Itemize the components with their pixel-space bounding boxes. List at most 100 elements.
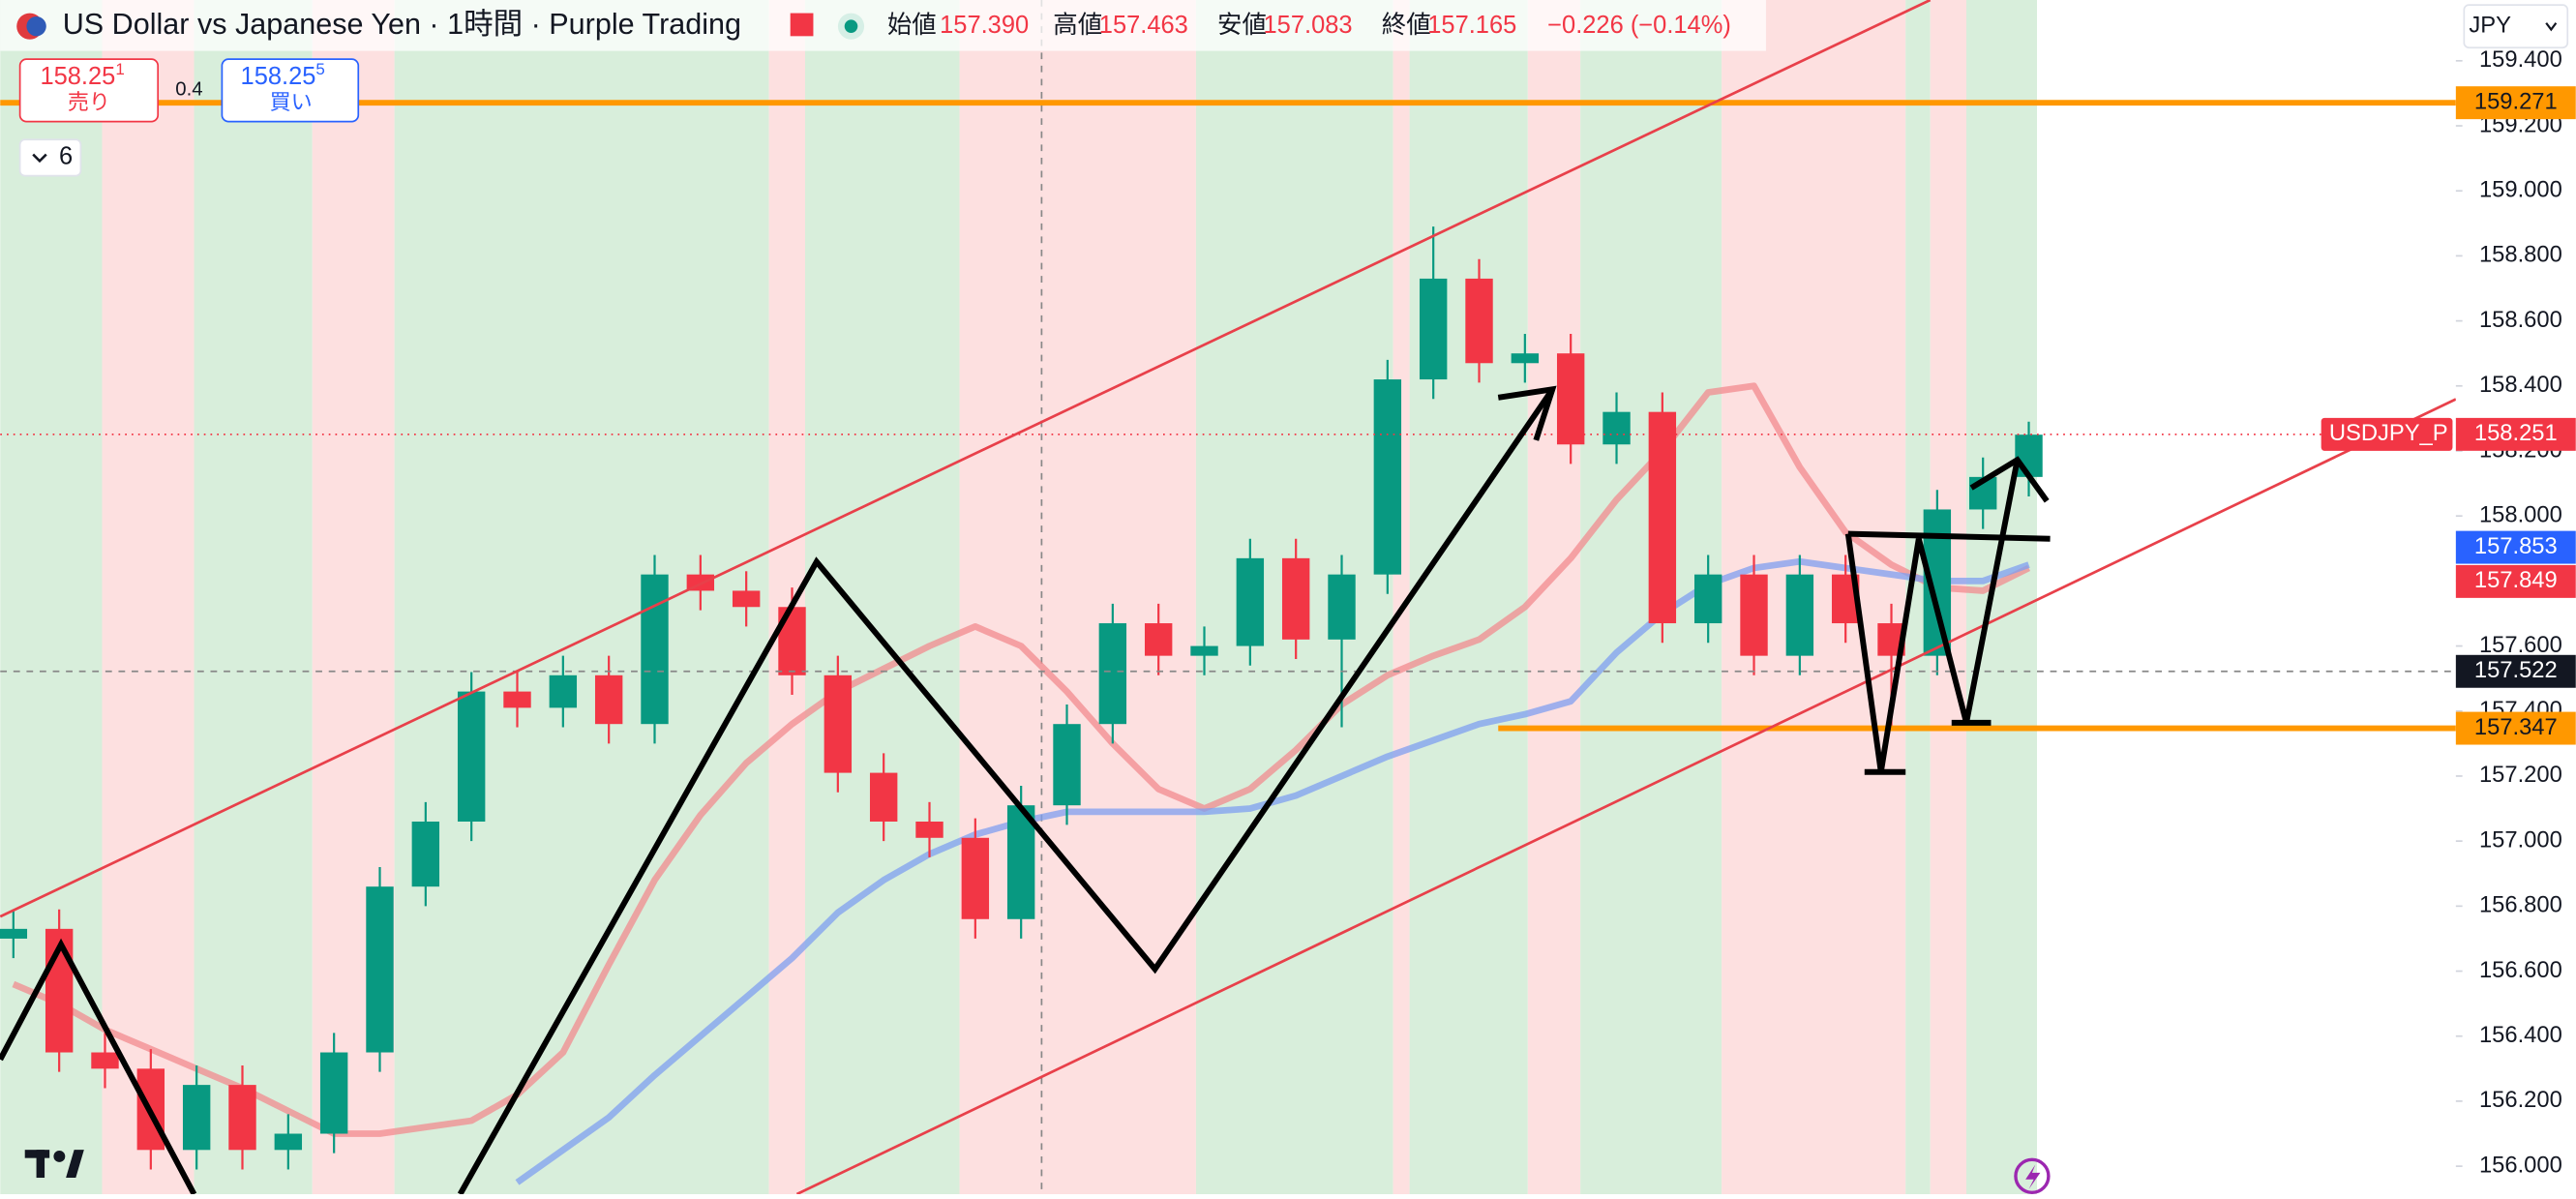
indicator-toggle[interactable]: [18, 138, 82, 177]
price-tag: [2455, 86, 2576, 120]
session-band: [804, 0, 960, 1194]
candle-body: [1465, 278, 1493, 364]
sell-price: 158.251: [40, 60, 124, 89]
spread: 0.4: [175, 79, 202, 101]
candle-body: [824, 674, 853, 773]
candle-body: [549, 674, 578, 708]
y-tick-label: 157.600: [2479, 632, 2562, 658]
candle-body: [1785, 574, 1814, 656]
candle-body: [1144, 623, 1173, 656]
candle-body: [1648, 411, 1677, 624]
chevron: [32, 153, 47, 164]
lightning-button[interactable]: [2014, 1157, 2051, 1194]
price: 158.25: [241, 62, 316, 89]
candle-body: [1098, 623, 1127, 725]
y-tick-label: 158.000: [2479, 501, 2562, 527]
price-tag: [2455, 654, 2576, 688]
y-tick-label: 156.600: [2479, 957, 2562, 983]
candle-body: [1740, 574, 1768, 656]
candle-body: [1328, 574, 1356, 640]
zigzag: [457, 387, 1555, 1196]
price-tag-label: 157.853: [2474, 533, 2558, 559]
neckline: [1847, 530, 2051, 542]
session-band: [102, 0, 195, 1194]
session-band: [1409, 0, 1528, 1194]
status: [844, 19, 858, 33]
ohlc-change: −0.226 (−0.14%): [1547, 12, 1731, 39]
candle-body: [1419, 278, 1448, 380]
buy-button[interactable]: [221, 58, 360, 123]
sell-button[interactable]: [18, 58, 160, 123]
ohlc-value: 157.083: [1264, 12, 1353, 39]
flag[interactable]: [790, 13, 814, 37]
channel-lower: [795, 398, 2457, 1196]
price-tag: [2455, 564, 2576, 598]
candle-body: [1373, 379, 1402, 575]
candle-body: [915, 821, 944, 838]
ohlc-value: 157.165: [1427, 12, 1516, 39]
pip: 1: [115, 60, 124, 78]
candle-body: [91, 1052, 119, 1069]
sell-label: 売り: [68, 90, 110, 114]
currency: JPY: [2469, 12, 2511, 38]
y-tick-label: 156.000: [2479, 1152, 2562, 1178]
symbol-tag-label: USDJPY_P: [2329, 420, 2448, 446]
price-tag-label: 159.271: [2474, 88, 2558, 114]
candle-body: [641, 574, 669, 725]
session-band: [1393, 0, 1410, 1194]
logo-part: [36, 1150, 45, 1179]
y-tick-label: 157.000: [2479, 826, 2562, 853]
price-tag: [2455, 417, 2576, 451]
chevron: [2545, 22, 2558, 32]
candle-body: [411, 821, 440, 887]
arrow-head: [1497, 385, 1557, 441]
currency-select[interactable]: [2463, 4, 2569, 49]
moving-average: [515, 557, 2030, 1185]
y-tick-label: 158.600: [2479, 307, 2562, 333]
lightning-icon: [2025, 1164, 2041, 1189]
ohlc-label: 終値: [1382, 12, 1431, 39]
y-tick-label: 158.800: [2479, 242, 2562, 268]
candle-body: [1693, 574, 1722, 624]
moving-average: [12, 382, 2031, 1137]
y-tick-label: 156.800: [2479, 892, 2562, 918]
y-tick-label: 158.400: [2479, 372, 2562, 398]
indicator-count: 6: [59, 143, 73, 170]
zigzag: [0, 938, 197, 1196]
ohlc-label: 高値: [1053, 12, 1102, 39]
y-tick-label: 157.200: [2479, 762, 2562, 788]
symbol-tag: [2321, 417, 2453, 451]
candle-body: [1236, 557, 1265, 646]
y-tick-label: 156.400: [2479, 1022, 2562, 1048]
price-tag-label: 157.347: [2474, 714, 2558, 740]
arrow-head: [1969, 456, 2050, 503]
candle-body: [1006, 805, 1035, 919]
tv-logo: [24, 1150, 84, 1179]
logo-part: [66, 1150, 84, 1179]
header: US Dollar vs Japanese Yen · 1時間 · Purple…: [0, 0, 2569, 177]
price-tag-label: 157.522: [2474, 657, 2558, 683]
session-band: [394, 0, 769, 1194]
price-tag: [2455, 711, 2576, 745]
candle-body: [319, 1052, 348, 1134]
candle-body: [457, 691, 486, 822]
candle-body: [1190, 645, 1218, 656]
symbol-icon: [26, 15, 46, 37]
candle-body: [503, 691, 531, 708]
candle-body: [1053, 724, 1081, 806]
buy-price: 158.255: [241, 60, 325, 89]
candle-body: [1603, 411, 1631, 445]
candle-body: [228, 1085, 256, 1151]
ohlc-label: 安値: [1217, 12, 1267, 39]
candle-body: [1281, 557, 1310, 640]
y-tick-label: 159.400: [2479, 46, 2562, 73]
session-band: [959, 0, 1196, 1194]
chart-title: US Dollar vs Japanese Yen · 1時間 · Purple…: [63, 8, 741, 41]
zigzag: [1844, 459, 2021, 773]
pip: 5: [315, 60, 324, 78]
price: 158.25: [40, 62, 115, 89]
channel-upper: [0, 0, 1932, 918]
candle-body: [732, 590, 761, 608]
session-band: [1966, 0, 2038, 1194]
